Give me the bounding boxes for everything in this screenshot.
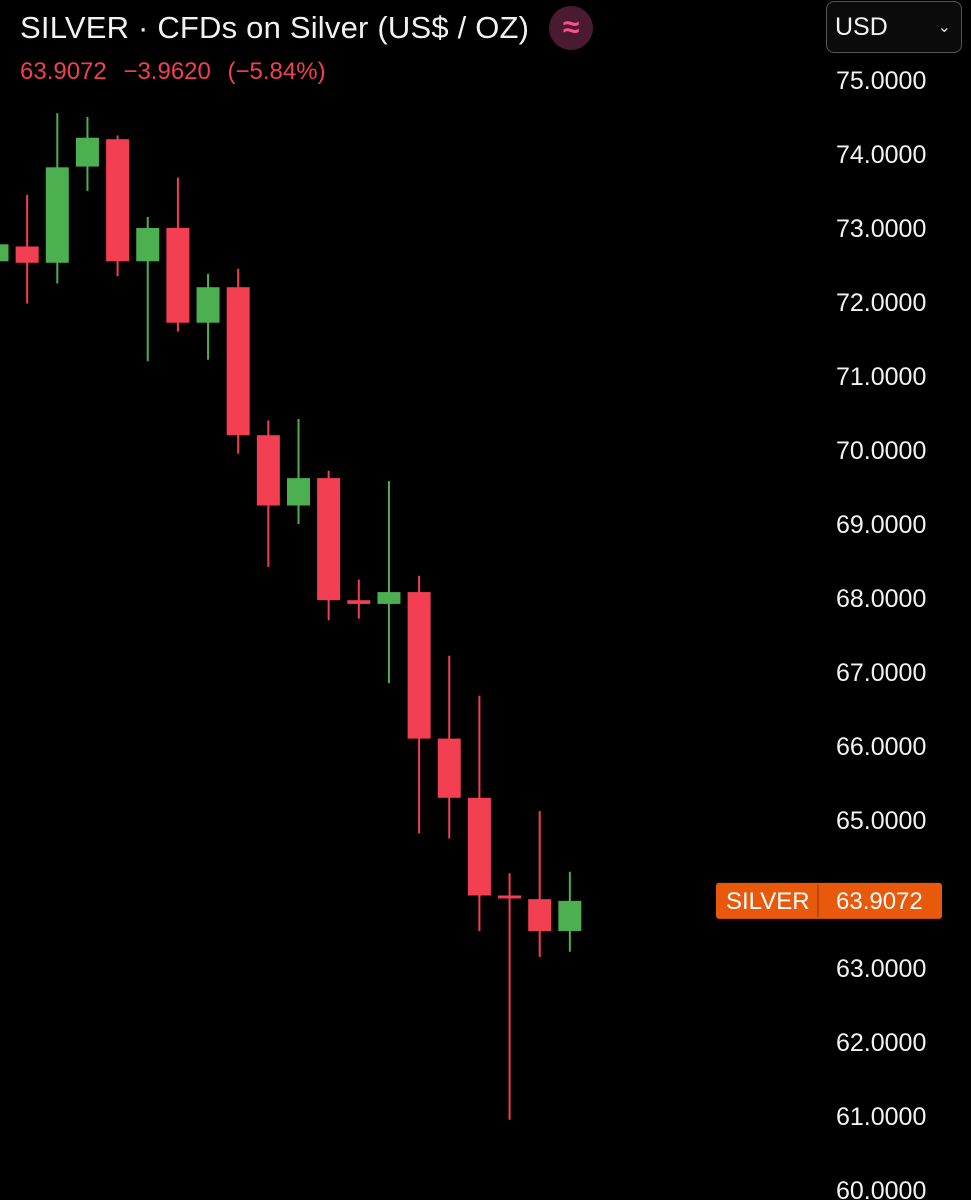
- candle: [437, 655, 461, 839]
- candles: [0, 113, 582, 1120]
- candle: [196, 273, 220, 360]
- quote-row: 63.9072 −3.9620 (−5.84%): [20, 58, 800, 86]
- chart-title[interactable]: SILVER · CFDs on Silver (US$ / OZ): [20, 10, 530, 45]
- candle: [528, 811, 552, 957]
- candle-body: [0, 244, 9, 262]
- candle: [226, 268, 250, 454]
- candle-body: [226, 287, 250, 436]
- candle-body: [287, 478, 310, 506]
- candle-body: [136, 228, 160, 262]
- price-change: −3.9620: [123, 58, 211, 85]
- currency-label: USD: [835, 12, 888, 41]
- wave-logo-icon[interactable]: ≈: [549, 6, 594, 50]
- y-tick-label: 65.0000: [836, 807, 926, 835]
- candle: [75, 117, 99, 191]
- candle-body: [377, 592, 401, 604]
- y-tick-label: 66.0000: [836, 733, 926, 761]
- price-axis: 75.0000 74.0000 73.0000 72.0000 71.0000 70.00…: [836, 67, 926, 1200]
- y-tick-label: 60.0000: [836, 1177, 926, 1200]
- candle-body: [317, 478, 341, 601]
- candle: [15, 194, 39, 304]
- candle: [347, 579, 371, 619]
- candle: [498, 873, 522, 1120]
- y-tick-label: 72.0000: [836, 289, 926, 317]
- price-tag-symbol: SILVER: [726, 888, 810, 915]
- y-tick-label: 61.0000: [836, 1103, 926, 1131]
- candle: [407, 575, 431, 834]
- candle-body: [407, 592, 431, 739]
- chevron-down-icon: ⌄: [937, 19, 951, 36]
- last-price: 63.9072: [20, 58, 107, 85]
- y-tick-label: 74.0000: [836, 141, 926, 169]
- candle-body: [166, 228, 190, 323]
- candle-body: [467, 797, 491, 896]
- candle-body: [196, 287, 220, 323]
- last-price-tag: SILVER 63.9072: [716, 882, 942, 919]
- candle: [317, 470, 341, 621]
- candle-body: [528, 899, 552, 931]
- y-tick-label: 67.0000: [836, 659, 926, 687]
- candle-body: [498, 895, 522, 899]
- candle: [166, 177, 190, 332]
- y-tick-label: 70.0000: [836, 437, 926, 465]
- price-change-percent: (−5.84%): [227, 58, 326, 85]
- candle: [45, 113, 69, 284]
- candle: [106, 135, 130, 277]
- price-tag-value: 63.9072: [836, 888, 923, 915]
- candle: [287, 418, 310, 524]
- candle: [558, 871, 582, 952]
- candle: [377, 481, 401, 684]
- price-tag-background: [716, 882, 942, 919]
- chart-header: SILVER · CFDs on Silver (US$ / OZ) ≈ 63.…: [20, 6, 800, 96]
- candle: [0, 244, 9, 262]
- candle-body: [45, 167, 69, 263]
- y-tick-label: 63.0000: [836, 955, 926, 983]
- candle-body: [75, 137, 99, 167]
- y-tick-label: 75.0000: [836, 67, 926, 95]
- candle-body: [106, 139, 130, 262]
- y-tick-label: 71.0000: [836, 363, 926, 391]
- y-tick-label: 62.0000: [836, 1029, 926, 1057]
- y-tick-label: 69.0000: [836, 511, 926, 539]
- title-row: SILVER · CFDs on Silver (US$ / OZ) ≈: [20, 6, 800, 50]
- candle: [467, 695, 491, 931]
- candle-body: [256, 435, 280, 506]
- candle-body: [347, 600, 371, 604]
- candle-body: [558, 900, 582, 931]
- candle-body: [437, 738, 461, 798]
- candle: [256, 420, 280, 567]
- y-tick-label: 68.0000: [836, 585, 926, 613]
- currency-select[interactable]: USD ⌄: [826, 1, 962, 53]
- candle-body: [15, 246, 39, 263]
- candle: [136, 216, 160, 362]
- y-tick-label: 73.0000: [836, 215, 926, 243]
